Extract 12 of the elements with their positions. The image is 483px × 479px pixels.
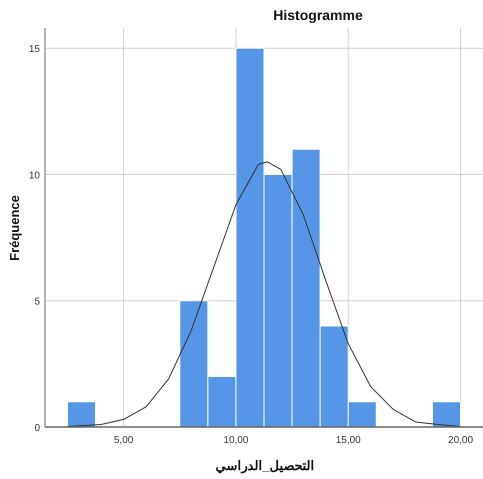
y-axis-title: Fréquence <box>7 195 22 261</box>
chart-title: Histogramme <box>273 7 363 23</box>
x-tick-label: 20,00 <box>448 435 474 446</box>
line-series <box>66 161 462 427</box>
y-tick-label: 0 <box>34 423 40 434</box>
y-tick-label: 10 <box>28 170 40 182</box>
x-axis-title: التحصيل_الدراسي <box>215 458 315 474</box>
x-tick-label: 5,00 <box>114 435 134 446</box>
x-tick-label: 15,00 <box>336 435 362 446</box>
y-tick-label: 15 <box>28 44 40 56</box>
x-tick-label: 10,00 <box>223 435 249 446</box>
y-tick-label: 5 <box>34 296 40 308</box>
